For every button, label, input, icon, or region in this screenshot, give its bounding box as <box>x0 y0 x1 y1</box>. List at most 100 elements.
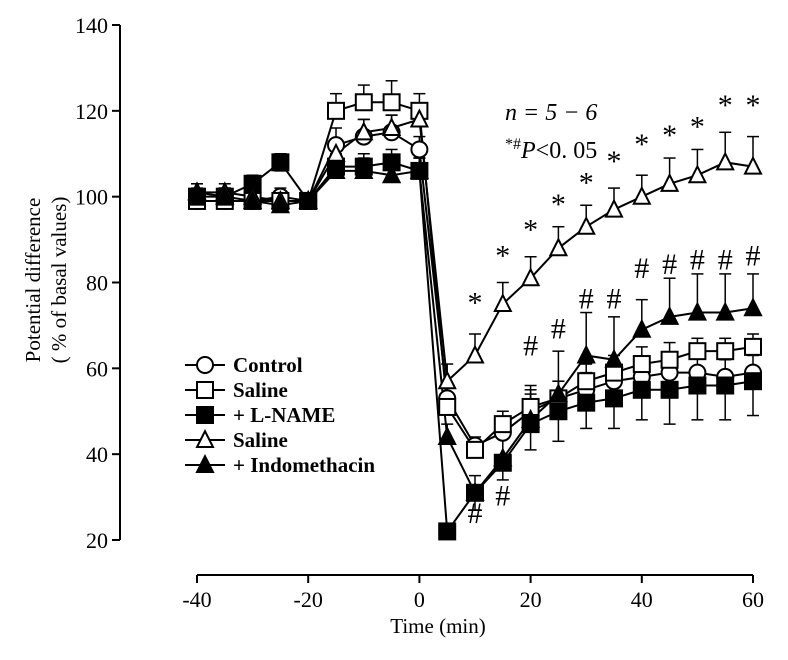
asterisk-mark: * <box>634 128 649 161</box>
data-point <box>520 408 541 428</box>
legend-label: Saline <box>233 378 288 402</box>
data-point <box>576 215 596 235</box>
data-point <box>744 337 762 356</box>
asterisk-mark: * <box>607 145 622 178</box>
hash-mark: # <box>718 244 733 277</box>
data-point <box>659 305 680 325</box>
y-tick-label: 140 <box>75 13 108 38</box>
hash-mark: # <box>551 312 566 345</box>
y-tick-label: 20 <box>86 528 108 553</box>
x-axis-title: Time (min) <box>390 614 485 638</box>
asterisk-mark: * <box>746 89 761 122</box>
x-axis-ticks: -40 -20 0 20 40 60 <box>182 575 764 612</box>
legend-marker <box>195 453 215 474</box>
data-point <box>577 372 596 391</box>
data-point <box>632 380 651 399</box>
y-axis-ticks: 20 40 60 80 100 120 140 <box>75 13 120 553</box>
data-point <box>271 153 290 172</box>
y-tick-label: 40 <box>86 442 108 467</box>
data-point <box>493 447 513 467</box>
legend-marker <box>195 428 215 449</box>
data-point <box>715 151 735 171</box>
data-point <box>632 185 652 205</box>
data-point <box>716 342 735 361</box>
data-point <box>660 380 679 399</box>
data-point <box>493 415 512 434</box>
data-point <box>660 350 679 369</box>
data-point <box>410 140 429 159</box>
hash-mark: # <box>607 282 622 315</box>
legend-marker <box>196 406 214 424</box>
data-point <box>632 355 651 374</box>
y-axis-subtitle: ( % of basal values) <box>47 197 71 364</box>
annotations: n = 5 − 6 *#P<0. 05 <box>505 100 597 164</box>
hash-mark: # <box>468 497 483 530</box>
x-tick-label: 60 <box>742 587 764 612</box>
data-point <box>520 267 541 287</box>
data-point <box>438 522 457 541</box>
data-point <box>577 393 596 412</box>
y-axis-title: Potential difference <box>21 198 45 363</box>
asterisk-mark: * <box>718 89 733 122</box>
data-point <box>605 389 623 408</box>
data-point <box>687 301 708 321</box>
plot-area: * * * * * * * * * * * # # # # # # # # # # # <box>187 80 763 541</box>
data-point <box>549 402 568 421</box>
asterisk-mark: * <box>468 287 483 320</box>
y-tick-label: 100 <box>75 185 108 210</box>
data-point <box>493 292 513 312</box>
sample-size-annotation: n = 5 − 6 <box>505 100 597 126</box>
series-markers <box>187 93 763 541</box>
data-point <box>466 440 484 459</box>
data-point <box>438 397 457 416</box>
legend-label: + L-NAME <box>233 403 335 427</box>
data-point <box>381 116 402 137</box>
x-tick-label: 0 <box>414 587 425 612</box>
significance-marks: * * * * * * * * * * * # # # # # # # # # # # <box>468 89 761 530</box>
data-point <box>242 189 263 209</box>
data-point <box>382 93 401 112</box>
x-tick-label: 20 <box>520 587 542 612</box>
data-point <box>354 93 373 112</box>
data-point <box>187 181 207 201</box>
hash-mark: # <box>579 282 594 315</box>
data-point <box>409 159 430 179</box>
data-point <box>687 164 708 184</box>
axes: 20 40 60 80 100 120 140 -40 -20 0 20 40 60 <box>75 13 764 612</box>
data-point <box>381 164 402 184</box>
hash-mark: # <box>746 239 761 272</box>
hash-mark: # <box>523 329 538 362</box>
data-point <box>437 370 457 390</box>
data-point <box>743 155 763 175</box>
data-point <box>715 301 735 321</box>
asterisk-mark: * <box>495 239 510 272</box>
x-tick-label: -40 <box>182 587 211 612</box>
legend-marker <box>196 356 214 374</box>
hash-mark: # <box>495 480 510 513</box>
data-point <box>548 237 569 257</box>
data-point <box>465 481 485 501</box>
data-point <box>659 172 680 192</box>
asterisk-mark: * <box>690 111 705 144</box>
asterisk-mark: * <box>551 188 566 221</box>
data-point <box>576 344 596 364</box>
data-point <box>743 297 763 317</box>
legend-label: Saline <box>233 428 288 452</box>
x-tick-label: -20 <box>294 587 323 612</box>
data-point <box>409 108 430 128</box>
data-point <box>548 383 569 403</box>
hash-mark: # <box>690 244 705 277</box>
data-point <box>437 425 457 446</box>
data-point <box>716 376 735 395</box>
data-point <box>744 372 762 391</box>
y-tick-label: 60 <box>86 356 108 381</box>
asterisk-mark: * <box>662 119 677 152</box>
data-point <box>215 185 235 205</box>
data-point <box>632 318 652 338</box>
legend-label: Control <box>233 353 303 377</box>
significance-annotation: *#P<0. 05 <box>505 136 597 164</box>
data-point <box>327 101 345 120</box>
data-point <box>326 159 346 179</box>
